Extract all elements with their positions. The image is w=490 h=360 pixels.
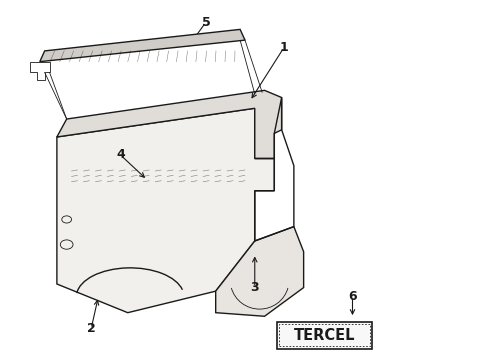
- Text: 2: 2: [87, 322, 96, 335]
- FancyBboxPatch shape: [277, 321, 372, 348]
- Text: TERCEL: TERCEL: [294, 328, 355, 343]
- Polygon shape: [57, 108, 274, 313]
- Text: 4: 4: [116, 148, 125, 161]
- Text: 6: 6: [348, 290, 357, 303]
- Polygon shape: [216, 226, 304, 316]
- Text: 3: 3: [250, 281, 259, 294]
- Polygon shape: [40, 30, 245, 62]
- Text: 5: 5: [201, 16, 210, 29]
- Polygon shape: [57, 90, 282, 158]
- Text: 1: 1: [280, 41, 289, 54]
